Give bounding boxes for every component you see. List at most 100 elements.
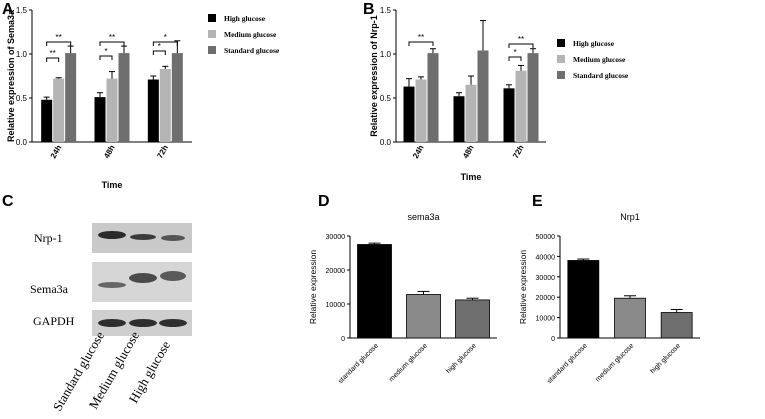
significance-label: ** (418, 33, 424, 42)
significance-bracket (508, 43, 534, 48)
blot-row-label: Sema3a (30, 282, 69, 296)
legend-label: Standard glucose (224, 46, 280, 55)
legend-label: High glucose (573, 39, 615, 48)
bar (53, 78, 65, 142)
bar (453, 96, 465, 142)
bar (403, 86, 415, 142)
blot-band (160, 271, 186, 281)
significance-bracket (46, 41, 72, 46)
y-axis-title: Relative expression (518, 250, 528, 324)
y-tick-label: 20000 (536, 295, 556, 302)
chart-title: Nrp1 (620, 212, 640, 222)
bar (171, 53, 183, 143)
significance-bracket (99, 55, 113, 60)
significance-label: * (104, 47, 107, 56)
x-tick-label: standard glucose (546, 342, 589, 385)
x-axis-title: Time (461, 172, 482, 182)
bar (427, 53, 439, 143)
panel-label-a: A (2, 1, 14, 18)
y-tick-label: 0.0 (16, 138, 28, 147)
x-tick-label: high glucose (445, 342, 478, 375)
y-tick-label: 1.0 (16, 50, 28, 59)
significance-bracket (152, 50, 166, 55)
significance-label: * (513, 48, 516, 57)
chart-e-nrp1-expression: Nrp1 0 10000 20000 30000 40000 50000 standard g… (518, 212, 700, 385)
y-tick-label: 10000 (536, 316, 556, 323)
significance-label: ** (56, 33, 62, 42)
bar (503, 88, 515, 142)
significance-label: * (164, 33, 167, 42)
blot-band (98, 282, 126, 288)
bar (406, 294, 441, 339)
legend-label: Standard glucose (573, 71, 629, 80)
x-tick-label: standard glucose (337, 342, 380, 385)
panel-label-d: D (318, 193, 330, 210)
bar (41, 99, 53, 142)
bar (415, 79, 427, 142)
blot-row-label: GAPDH (33, 314, 75, 328)
blot-band (159, 319, 187, 327)
x-tick-label: 48h (461, 143, 476, 160)
significance-label: ** (50, 49, 56, 58)
bar (106, 78, 118, 142)
panel-label-c: C (2, 193, 14, 210)
significance-label: ** (518, 35, 524, 44)
bar (65, 53, 77, 143)
significance-label: ** (109, 33, 115, 42)
blot-band (130, 234, 156, 240)
blot-band (129, 273, 157, 283)
y-tick-label: 10000 (326, 302, 346, 309)
blot-band (98, 319, 126, 327)
bar (477, 50, 489, 143)
legend-label: High glucose (224, 14, 266, 23)
legend-swatch (557, 71, 565, 79)
x-tick-label: medium glucose (388, 342, 429, 383)
legend-swatch (557, 39, 565, 47)
chart-title: sema3a (407, 212, 439, 222)
panel-label-e: E (532, 193, 543, 210)
blot-band (129, 319, 157, 327)
legend-swatch (208, 46, 216, 54)
y-tick-label: 1.5 (16, 6, 28, 15)
bar (567, 260, 600, 339)
legend-swatch (557, 55, 565, 63)
legend-label: Medium glucose (573, 55, 626, 64)
bar (118, 53, 130, 143)
y-axis-title: Relative expression (308, 250, 318, 324)
significance-bracket (152, 41, 178, 46)
y-tick-label: 20000 (326, 268, 346, 275)
bar (527, 53, 539, 143)
legend-swatch (208, 30, 216, 38)
bar (147, 79, 159, 142)
x-tick-label: high glucose (649, 342, 682, 375)
x-tick-label: 72h (511, 143, 526, 160)
legend-swatch (208, 14, 216, 22)
x-axis-title: Time (102, 180, 123, 190)
chart-d-sema3a-expression: sema3a 0 10000 20000 30000 standard glucose me… (308, 212, 497, 385)
legend-label: Medium glucose (224, 30, 277, 39)
y-tick-label: 30000 (326, 234, 346, 241)
y-axis-title: Relative expression of Sema3a (6, 9, 16, 142)
y-tick-label: 30000 (536, 275, 556, 282)
y-tick-label: 0 (551, 336, 555, 343)
bar (660, 312, 693, 339)
y-tick-label: 0.5 (380, 94, 392, 103)
significance-bracket (46, 57, 60, 62)
y-tick-label: 1.5 (380, 6, 392, 15)
x-tick-label: 72h (155, 143, 170, 160)
x-tick-label: 48h (102, 143, 117, 160)
y-tick-label: 40000 (536, 254, 556, 261)
western-blot: Nrp-1 Sema3a GAPDH Standard glucose Medi… (30, 223, 192, 414)
x-tick-label: 24h (411, 143, 426, 160)
blot-band (161, 235, 185, 241)
y-tick-label: 0.5 (16, 94, 28, 103)
bar (159, 68, 171, 142)
y-tick-label: 1.0 (380, 50, 392, 59)
significance-bracket (408, 41, 434, 46)
panel-label-b: B (363, 1, 375, 18)
y-axis-title: Relative expression of Nrp-1 (369, 15, 379, 137)
significance-bracket (99, 41, 125, 46)
